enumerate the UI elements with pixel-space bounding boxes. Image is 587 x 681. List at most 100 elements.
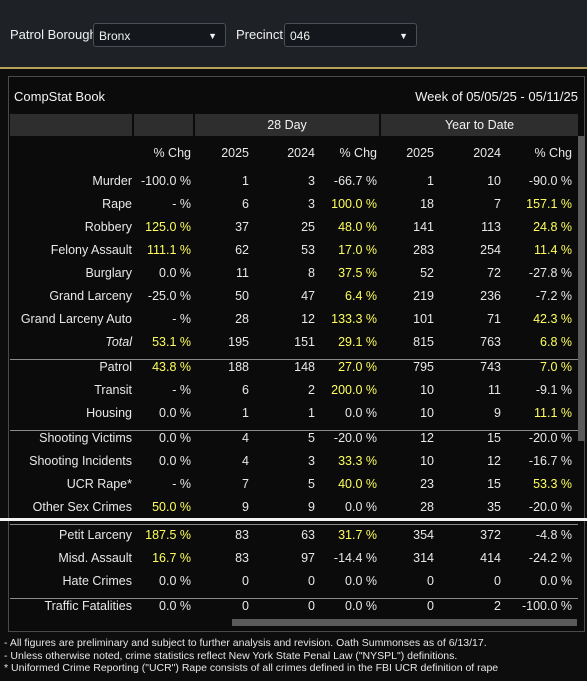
cell-value: 27.0 % <box>338 360 377 374</box>
cell-value: 125.0 % <box>145 220 191 234</box>
header-bg <box>381 114 578 136</box>
cell-value: -7.2 % <box>535 289 572 303</box>
cell-value: -4.8 % <box>535 528 572 542</box>
vertical-scrollbar[interactable] <box>578 136 585 441</box>
header-bg <box>195 114 379 136</box>
row-label: Rape <box>102 197 132 211</box>
cell-value: -20.0 % <box>528 500 572 514</box>
row-label: Murder <box>92 174 132 188</box>
footnote: - Unless otherwise noted, crime statisti… <box>4 649 458 662</box>
borough-value: Bronx <box>99 29 131 43</box>
cell-value: 42.3 % <box>533 312 572 326</box>
filter-bar: Patrol Borough: Bronx ▼ Precinct: 046 ▼ <box>0 0 587 69</box>
column-header: % Chg <box>534 146 572 160</box>
cell-value: 50.0 % <box>152 500 191 514</box>
cell-value: 100.0 % <box>331 197 377 211</box>
cell-value: 12 <box>420 431 434 445</box>
cell-value: 0.0 % <box>345 406 377 420</box>
cell-value: 200.0 % <box>331 383 377 397</box>
cell-value: 283 <box>413 243 434 257</box>
cell-value: 10 <box>420 383 434 397</box>
cell-value: - % <box>172 477 191 491</box>
cell-value: 187.5 % <box>145 528 191 542</box>
cell-value: 815 <box>413 335 434 349</box>
cell-value: 10 <box>420 406 434 420</box>
row-label: Grand Larceny Auto <box>20 312 132 326</box>
horizontal-scrollbar[interactable] <box>232 619 577 626</box>
cell-value: 0.0 % <box>540 574 572 588</box>
cell-value: 0.0 % <box>345 574 377 588</box>
cell-value: 12 <box>301 312 315 326</box>
group-header: 28 Day <box>267 118 307 132</box>
cell-value: 37.5 % <box>338 266 377 280</box>
cell-value: 2 <box>308 383 315 397</box>
cell-value: 0.0 % <box>159 599 191 613</box>
cell-value: 0.0 % <box>345 599 377 613</box>
cell-value: - % <box>172 312 191 326</box>
section-separator <box>10 598 578 599</box>
cell-value: 148 <box>294 360 315 374</box>
cell-value: 188 <box>228 360 249 374</box>
cell-value: 97 <box>301 551 315 565</box>
cell-value: 47 <box>301 289 315 303</box>
cell-value: 7.0 % <box>540 360 572 374</box>
cell-value: -66.7 % <box>333 174 377 188</box>
cell-value: 83 <box>235 528 249 542</box>
cell-value: 372 <box>480 528 501 542</box>
cell-value: -27.8 % <box>528 266 572 280</box>
precinct-value: 046 <box>290 29 311 43</box>
cell-value: 0 <box>308 599 315 613</box>
cell-value: 3 <box>308 454 315 468</box>
cell-value: -20.0 % <box>333 431 377 445</box>
precinct-dropdown[interactable]: 046 ▼ <box>284 23 417 47</box>
header-bg <box>134 114 193 136</box>
cell-value: 15 <box>487 477 501 491</box>
precinct-label: Precinct: <box>236 27 287 42</box>
cell-value: 8 <box>308 266 315 280</box>
cell-value: 11 <box>488 383 501 397</box>
section-separator <box>10 524 578 525</box>
cell-value: 0 <box>242 574 249 588</box>
cell-value: 236 <box>480 289 501 303</box>
cell-value: -100.0 % <box>521 599 572 613</box>
cell-value: 6.4 % <box>345 289 377 303</box>
cell-value: 1 <box>242 406 249 420</box>
cell-value: 5 <box>308 477 315 491</box>
cell-value: 15 <box>487 431 501 445</box>
cell-value: 23 <box>420 477 434 491</box>
column-header: 2025 <box>221 146 249 160</box>
column-header: % Chg <box>339 146 377 160</box>
cell-value: 52 <box>420 266 434 280</box>
row-label: Hate Crimes <box>62 574 132 588</box>
cell-value: 4 <box>242 431 249 445</box>
footnote: - All figures are preliminary and subjec… <box>4 637 487 649</box>
cell-value: 40.0 % <box>338 477 377 491</box>
row-label: Other Sex Crimes <box>32 500 132 514</box>
compstat-panel <box>8 76 585 632</box>
cell-value: 133.3 % <box>331 312 377 326</box>
cell-value: 354 <box>413 528 434 542</box>
borough-dropdown[interactable]: Bronx ▼ <box>93 23 226 47</box>
cell-value: 0.0 % <box>159 431 191 445</box>
cell-value: 0.0 % <box>345 500 377 514</box>
cell-value: 16.7 % <box>152 551 191 565</box>
cell-value: 9 <box>494 406 501 420</box>
row-label: Traffic Fatalities <box>44 599 132 613</box>
cell-value: 414 <box>480 551 501 565</box>
row-label: Petit Larceny <box>59 528 132 542</box>
cell-value: 12 <box>487 454 501 468</box>
cell-value: -100.0 % <box>140 174 191 188</box>
group-header: Year to Date <box>444 118 515 132</box>
cell-value: -9.1 % <box>535 383 572 397</box>
cell-value: 6.8 % <box>540 335 572 349</box>
row-label: Patrol <box>99 360 132 374</box>
row-label: Shooting Victims <box>39 431 132 445</box>
cell-value: 71 <box>487 312 501 326</box>
cell-value: 0.0 % <box>159 574 191 588</box>
cell-value: 29.1 % <box>338 335 377 349</box>
cell-value: 62 <box>235 243 249 257</box>
cell-value: 50 <box>235 289 249 303</box>
cell-value: 0.0 % <box>159 406 191 420</box>
caret: ▼ <box>208 31 217 41</box>
cell-value: 141 <box>413 220 434 234</box>
